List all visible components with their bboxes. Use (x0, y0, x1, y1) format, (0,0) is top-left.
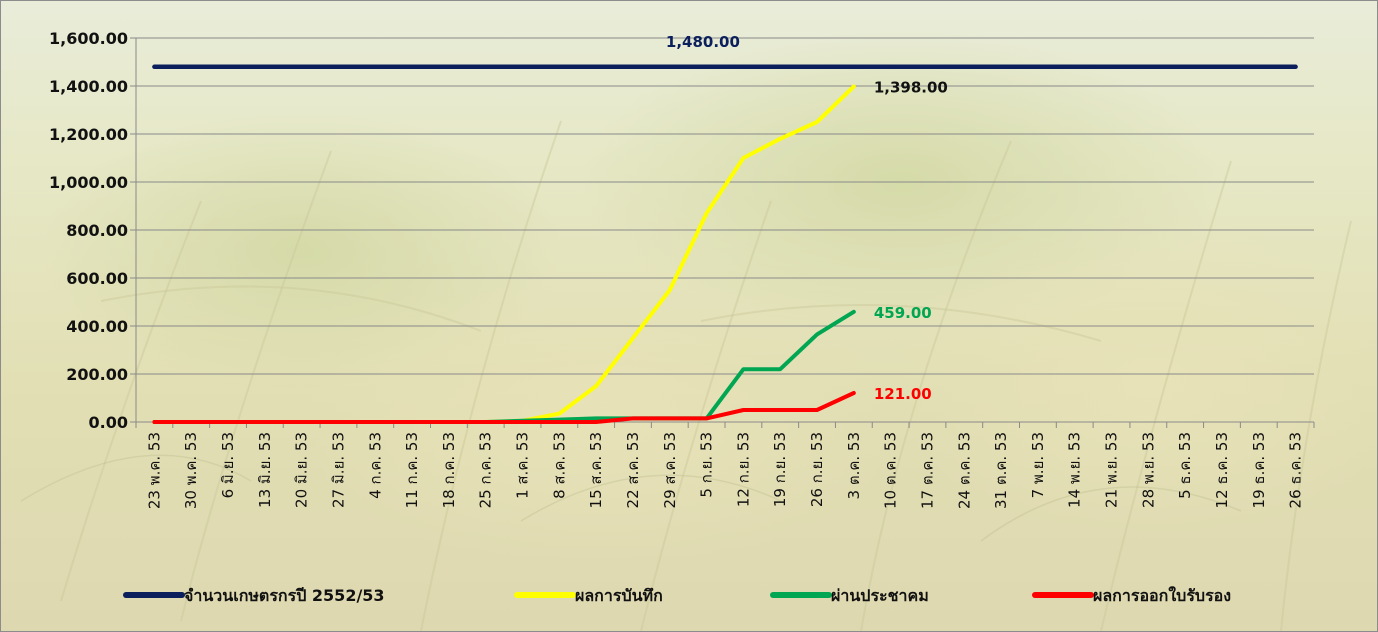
legend-label: ผลการบันทึก (575, 586, 663, 605)
x-tick-label: 26 ก.ย. 53 (808, 432, 826, 507)
series-line (152, 309, 856, 424)
x-tick-label: 20 มิ.ย. 53 (293, 432, 311, 508)
x-tick-label: 15 ส.ค. 53 (587, 432, 605, 508)
x-tick-label: 17 ต.ค. 53 (918, 432, 936, 509)
y-tick-label: 1,400.00 (49, 77, 128, 96)
series-lines (152, 64, 1298, 424)
y-tick-label: 800.00 (66, 221, 128, 240)
data-label: 459.00 (874, 304, 932, 322)
y-tick-label: 1,200.00 (49, 125, 128, 144)
x-tick-label: 3 ต.ค. 53 (845, 432, 863, 499)
x-tick-label: 7 พ.ย. 53 (1029, 432, 1047, 498)
x-tick-label: 5 ธ.ค. 53 (1176, 432, 1194, 499)
legend-label: จำนวนเกษตรกรปี 2552/53 (184, 586, 385, 605)
x-tick-label: 28 พ.ย. 53 (1139, 432, 1157, 508)
legend-label: ผ่านประชาคม (831, 586, 929, 605)
x-tick-label: 18 ก.ค. 53 (440, 432, 458, 508)
x-tick-label: 10 ต.ค. 53 (882, 432, 900, 509)
x-tick-label: 19 ธ.ค. 53 (1250, 432, 1268, 508)
x-tick-label: 13 มิ.ย. 53 (256, 432, 274, 508)
x-tick-label: 1 ส.ค. 53 (514, 432, 532, 499)
data-label: 1,480.00 (666, 33, 740, 51)
x-tick-label: 6 มิ.ย. 53 (219, 432, 237, 498)
x-tick-label: 27 มิ.ย. 53 (329, 432, 347, 508)
series-line (152, 391, 856, 424)
x-tick-label: 24 ต.ค. 53 (955, 432, 973, 509)
y-tick-label: 1,000.00 (49, 173, 128, 192)
y-tick-label: 400.00 (66, 317, 128, 336)
x-tick-label: 11 ก.ค. 53 (403, 432, 421, 508)
x-tick-label: 12 ก.ย. 53 (734, 432, 752, 507)
grid-lines (136, 37, 1314, 375)
x-tick-label: 8 ส.ค. 53 (550, 432, 568, 499)
x-tick-label: 21 พ.ย. 53 (1103, 432, 1121, 508)
x-tick-label: 25 ก.ค. 53 (477, 432, 495, 508)
y-axis-tick-labels: 0.00 200.00 400.00 600.00 800.00 1,000.00 1,20… (49, 29, 128, 432)
x-tick-label: 22 ส.ค. 53 (624, 432, 642, 508)
x-tick-label: 14 พ.ย. 53 (1066, 432, 1084, 508)
x-tick-label: 12 ธ.ค. 53 (1213, 432, 1231, 508)
legend: จำนวนเกษตรกรปี 2552/53 ผลการบันทึก ผ่านประ… (123, 586, 1231, 605)
axes (130, 37, 1315, 428)
data-label: 121.00 (874, 385, 932, 403)
x-tick-label: 5 ก.ย. 53 (698, 432, 716, 498)
y-tick-label: 1,600.00 (49, 29, 128, 48)
x-tick-label: 26 ธ.ค. 53 (1287, 432, 1305, 508)
data-labels: 1,480.00 1,398.00 459.00 121.00 (666, 33, 948, 403)
series-line (152, 84, 856, 424)
data-label: 1,398.00 (874, 78, 948, 96)
y-tick-label: 600.00 (66, 269, 128, 288)
y-tick-label: 0.00 (89, 413, 128, 432)
x-tick-label: 31 ต.ค. 53 (992, 432, 1010, 509)
x-tick-label: 23 พ.ค. 53 (145, 432, 163, 509)
x-tick-label: 4 ก.ค. 53 (366, 432, 384, 499)
legend-label: ผลการออกใบรับรอง (1093, 586, 1231, 605)
x-tick-label: 19 ก.ย. 53 (771, 432, 789, 507)
x-axis-tick-labels: 23 พ.ค. 53 30 พ.ค. 53 6 มิ.ย. 53 13 มิ.ย. 5… (145, 432, 1304, 509)
x-tick-label: 29 ส.ค. 53 (661, 432, 679, 508)
x-tick-label: 30 พ.ค. 53 (182, 432, 200, 509)
y-tick-label: 200.00 (66, 365, 128, 384)
